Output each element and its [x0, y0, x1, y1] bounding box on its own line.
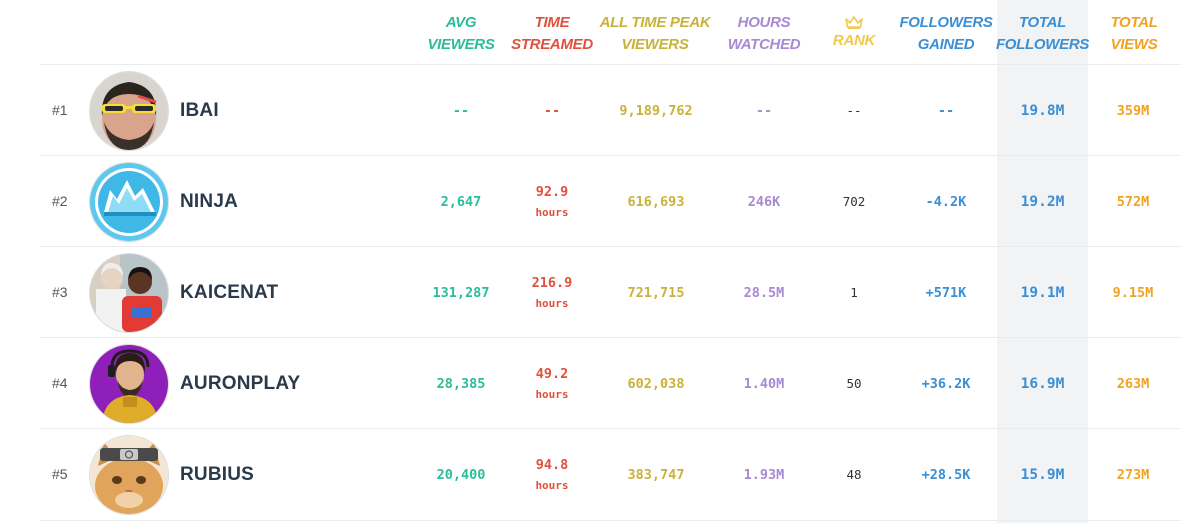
- avg-viewers-value: --: [452, 102, 470, 119]
- avatar-rubius: [90, 436, 168, 514]
- streamer-name[interactable]: KAICENAT: [180, 282, 279, 303]
- rank-number: #3: [52, 284, 68, 300]
- peak-viewers-value: 383,747: [627, 466, 685, 483]
- header-avg-viewers[interactable]: AVG VIEWERS: [427, 14, 495, 53]
- total-followers-value: 19.8M: [1020, 102, 1065, 119]
- rank-number: #1: [52, 102, 68, 118]
- channel-rank-value: 50: [846, 376, 862, 391]
- followers-gained-value: --: [937, 102, 955, 119]
- total-views-value: 263M: [1116, 375, 1150, 392]
- time-streamed-value: 92.9 hours: [535, 184, 569, 219]
- followers-gained-value: +36.2K: [921, 375, 971, 392]
- crown-icon: [845, 16, 863, 29]
- avg-viewers-value: 131,287: [432, 284, 490, 301]
- time-streamed-value: 49.2 hours: [535, 366, 569, 401]
- followers-gained-value: +28.5K: [921, 466, 971, 483]
- peak-viewers-value: 9,189,762: [619, 102, 693, 119]
- table-row[interactable]: #2 NINJA 2,647 92.9 hours 616,693 246K 70…: [40, 155, 1181, 247]
- avatar[interactable]: [89, 71, 169, 151]
- time-streamed-value: 94.8 hours: [535, 457, 569, 492]
- streamer-name[interactable]: IBAI: [180, 100, 219, 121]
- table-row[interactable]: #4 AURONPLAY 28,385 49.2 hours 602,038 1.…: [40, 337, 1181, 429]
- total-followers-value: 16.9M: [1020, 375, 1065, 392]
- channel-rank-value: 48: [846, 467, 862, 482]
- total-views-value: 9.15M: [1112, 284, 1154, 301]
- total-followers-value: 15.9M: [1020, 466, 1065, 483]
- total-views-value: 572M: [1116, 193, 1150, 210]
- table-row[interactable]: #1 IBAI -- -- 9,189,762 -- -- -- 19.8M 3…: [40, 64, 1181, 156]
- channel-rank-value: 702: [842, 194, 866, 209]
- peak-viewers-value: 721,715: [627, 284, 685, 301]
- rank-number: #2: [52, 193, 68, 209]
- channel-rank-value: --: [846, 103, 862, 118]
- streamer-name[interactable]: RUBIUS: [180, 464, 255, 485]
- peak-viewers-value: 616,693: [627, 193, 685, 210]
- followers-gained-value: -4.2K: [925, 193, 967, 210]
- sorted-column-highlight: [997, 0, 1088, 523]
- avg-viewers-value: 20,400: [436, 466, 486, 483]
- header-peak-viewers[interactable]: ALL TIME PEAK VIEWERS: [599, 14, 711, 53]
- total-views-value: 359M: [1116, 102, 1150, 119]
- streamer-name[interactable]: AURONPLAY: [180, 373, 301, 394]
- channel-rank-value: 1: [850, 285, 858, 300]
- row-divider: [40, 520, 1181, 521]
- header-rank[interactable]: RANK: [814, 10, 894, 58]
- total-followers-value: 19.1M: [1020, 284, 1065, 301]
- time-streamed-value: --: [543, 102, 561, 119]
- hours-watched-value: --: [755, 102, 773, 119]
- avatar[interactable]: [89, 344, 169, 424]
- header-time-streamed[interactable]: TIME STREAMED: [511, 14, 593, 53]
- avg-viewers-value: 2,647: [440, 193, 482, 210]
- header-followers-gained[interactable]: FOLLOWERS GAINED: [899, 14, 993, 53]
- rank-number: #5: [52, 466, 68, 482]
- hours-watched-value: 246K: [747, 193, 781, 210]
- avatar-ninja: [90, 163, 168, 241]
- table-row[interactable]: #3 KAICENAT 131,287 216.9 hours 721,715 2…: [40, 246, 1181, 338]
- total-views-value: 273M: [1116, 466, 1150, 483]
- hours-watched-value: 1.93M: [743, 466, 785, 483]
- hours-watched-value: 28.5M: [743, 284, 785, 301]
- avatar-auronplay: [90, 345, 168, 423]
- avatar[interactable]: [89, 253, 169, 333]
- table-row[interactable]: #5 RUBIUS 20,400 94.8 hours 383,747 1.93M…: [40, 428, 1181, 520]
- hours-watched-value: 1.40M: [743, 375, 785, 392]
- followers-gained-value: +571K: [925, 284, 967, 301]
- avatar[interactable]: [89, 162, 169, 242]
- avg-viewers-value: 28,385: [436, 375, 486, 392]
- peak-viewers-value: 602,038: [627, 375, 685, 392]
- avatar[interactable]: [89, 435, 169, 515]
- time-streamed-value: 216.9 hours: [531, 275, 573, 310]
- avatar-ibai: [90, 72, 168, 150]
- header-hours-watched[interactable]: HOURS WATCHED: [727, 14, 801, 53]
- total-followers-value: 19.2M: [1020, 193, 1065, 210]
- avatar-kaicenat: [90, 254, 168, 332]
- streamer-name[interactable]: NINJA: [180, 191, 239, 212]
- header-total-followers[interactable]: TOTAL FOLLOWERS: [995, 14, 1090, 53]
- header-total-views[interactable]: TOTAL VIEWS: [1110, 14, 1158, 53]
- rank-number: #4: [52, 375, 68, 391]
